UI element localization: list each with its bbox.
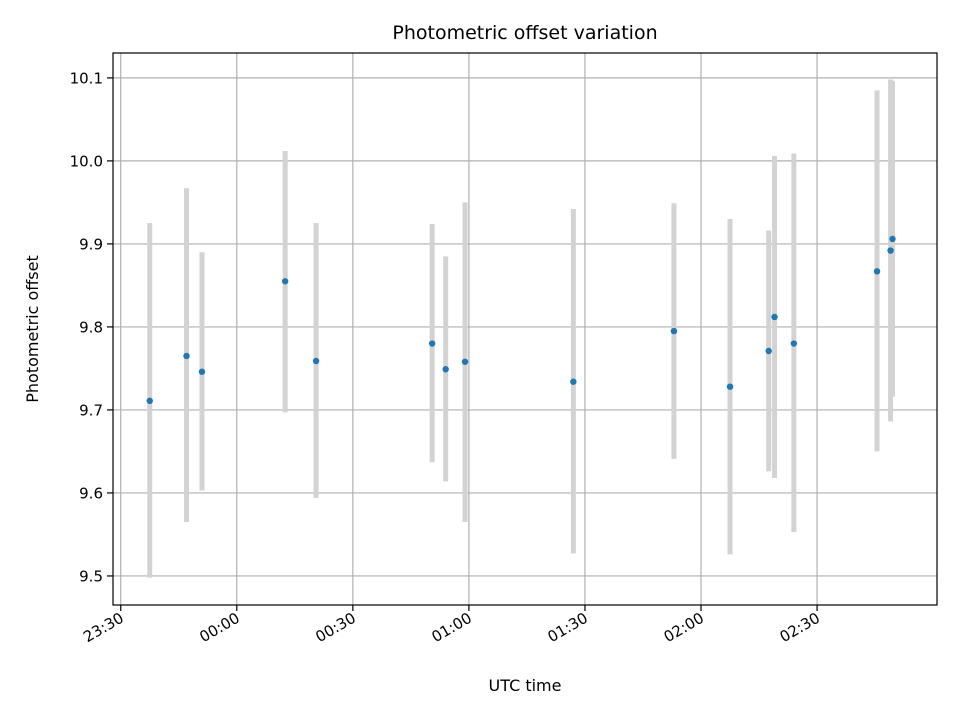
y-tick-label: 9.6 <box>79 484 103 502</box>
y-tick-label: 9.9 <box>79 235 103 253</box>
data-point <box>889 235 896 243</box>
y-tick-label: 9.7 <box>79 401 103 419</box>
chart-title: Photometric offset variation <box>392 22 657 44</box>
x-tick-label: 23:30 <box>80 609 126 646</box>
data-points <box>146 235 896 405</box>
x-axis-ticks: 23:30 00:00 00:30 01:00 01:30 02:00 02:30 <box>80 605 823 646</box>
x-tick-label: 02:30 <box>777 609 823 646</box>
y-tick-label: 10.0 <box>70 152 103 170</box>
data-point <box>146 397 153 405</box>
grid-lines <box>113 53 937 605</box>
data-point <box>765 347 772 355</box>
data-point <box>873 268 881 275</box>
data-point <box>312 357 320 365</box>
data-point <box>570 378 577 385</box>
data-point <box>790 340 798 347</box>
y-axis-ticks: 9.5 9.6 9.7 9.8 9.9 10.0 10.1 <box>70 69 113 585</box>
x-axis-title: UTC time <box>489 676 562 695</box>
y-tick-label: 10.1 <box>70 69 103 87</box>
data-point <box>670 327 678 335</box>
data-point <box>281 278 289 285</box>
plot-frame <box>112 52 938 606</box>
error-bars <box>147 79 896 578</box>
y-axis-title: Photometric offset <box>23 255 42 403</box>
x-tick-label: 00:30 <box>312 609 358 646</box>
x-tick-label: 01:30 <box>545 609 591 646</box>
x-tick-label: 01:00 <box>428 609 474 646</box>
data-point <box>461 358 469 365</box>
x-tick-label: 02:00 <box>661 609 707 646</box>
data-point <box>771 313 778 321</box>
data-point <box>726 383 734 390</box>
data-point <box>183 352 190 360</box>
y-tick-label: 9.5 <box>79 567 103 585</box>
data-point <box>887 247 894 254</box>
y-tick-label: 9.8 <box>79 318 103 336</box>
data-point <box>198 368 206 375</box>
data-point <box>442 366 449 373</box>
data-point <box>428 340 436 347</box>
x-tick-label: 00:00 <box>196 609 242 646</box>
